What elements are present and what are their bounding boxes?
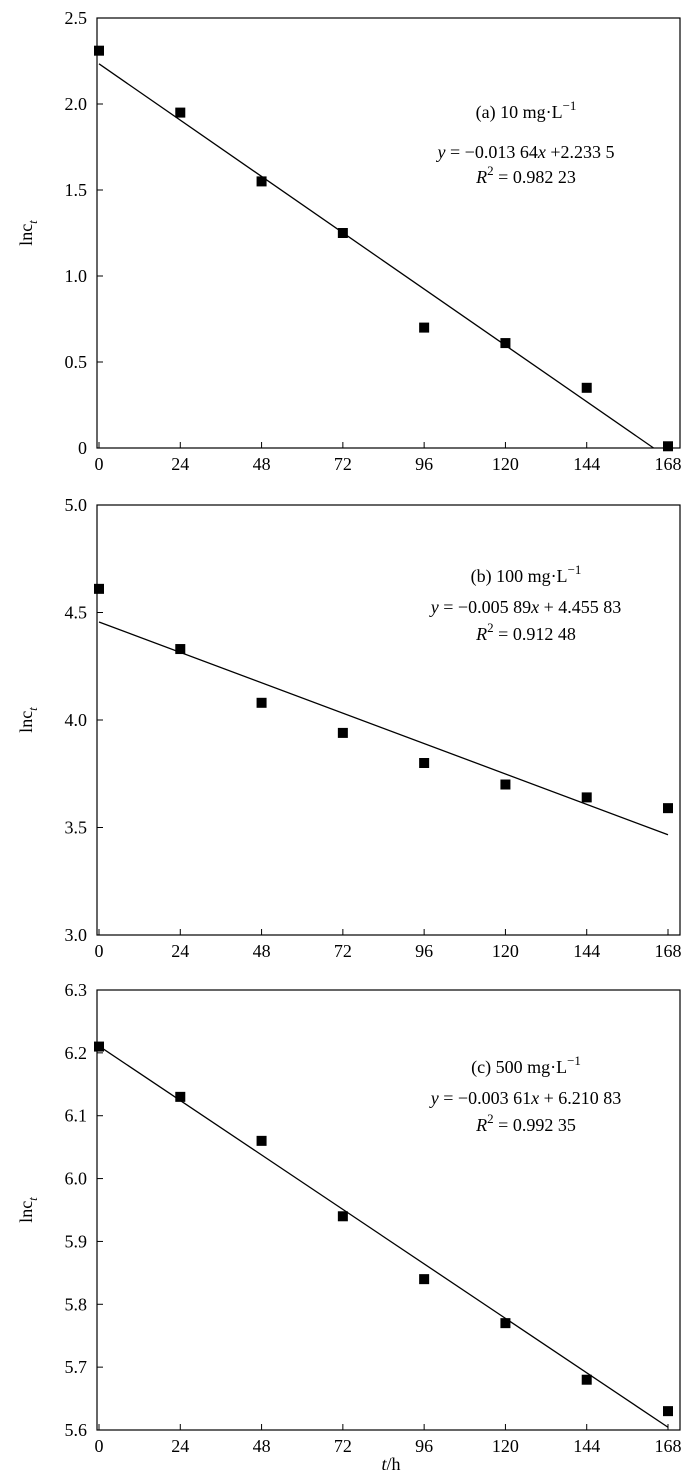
fit-line bbox=[98, 621, 669, 836]
panel-b-marks bbox=[94, 583, 673, 836]
y-tick-label: 6.2 bbox=[65, 1043, 88, 1063]
panel-c-y-axis-title: lnct bbox=[16, 1197, 40, 1223]
panel-c-x-ticks: 0 24 48 72 96 120 144 168 bbox=[95, 1424, 682, 1456]
panel-a-annotation-label: (a) 10 mg·L−1 bbox=[476, 98, 577, 123]
data-point bbox=[256, 176, 267, 187]
y-tick-label: 3.0 bbox=[65, 925, 88, 945]
x-tick-label: 72 bbox=[334, 454, 352, 474]
x-tick-label: 120 bbox=[492, 1436, 519, 1456]
x-tick-label: 24 bbox=[171, 1436, 189, 1456]
y-tick-label: 4.0 bbox=[65, 710, 88, 730]
panel-b-y-ticks: 3.0 3.5 4.0 4.5 5.0 bbox=[65, 495, 103, 945]
panel-b: 3.03.54.04.55.0 0 24 48 72 96 120 144 168 lnct … bbox=[16, 495, 682, 961]
panel-a-r-squared: R2 = 0.982 23 bbox=[475, 163, 576, 187]
x-tick-label: 0 bbox=[95, 1436, 104, 1456]
data-point bbox=[256, 697, 267, 708]
panel-a-y-axis-title: lnct bbox=[16, 220, 40, 246]
panel-b-annotation-label: (b) 100 mg·L−1 bbox=[471, 562, 582, 587]
x-tick-label: 168 bbox=[655, 941, 682, 961]
y-tick-label: 5.6 bbox=[65, 1420, 88, 1440]
panel-c-r-squared: R2 = 0.992 35 bbox=[475, 1111, 576, 1135]
y-tick-label: 5.9 bbox=[65, 1231, 88, 1251]
panel-b-x-ticks: 0 24 48 72 96 120 144 168 bbox=[95, 929, 682, 961]
data-point bbox=[175, 644, 186, 655]
data-point bbox=[94, 1041, 104, 1052]
y-tick-label: 6.1 bbox=[65, 1106, 88, 1126]
x-tick-label: 168 bbox=[655, 454, 682, 474]
data-point bbox=[175, 107, 186, 118]
x-tick-label: 96 bbox=[415, 454, 433, 474]
data-point bbox=[256, 1135, 267, 1146]
fit-line bbox=[98, 1045, 669, 1428]
x-tick-label: 96 bbox=[415, 941, 433, 961]
panel-a-equation: y = −0.013 64x +2.233 5 bbox=[436, 142, 615, 162]
y-tick-label: 5.0 bbox=[65, 495, 88, 515]
panel-a-x-ticks: 0 24 48 72 96 120 144 168 bbox=[95, 442, 682, 474]
data-point bbox=[419, 1274, 430, 1285]
panel-c: 5.6 5.7 5.8 5.9 6.0 6.1 6.2 6.3 0 24 48 72 96 120 144… bbox=[16, 980, 682, 1474]
panel-c-y-ticks: 5.6 5.7 5.8 5.9 6.0 6.1 6.2 6.3 bbox=[65, 980, 103, 1440]
x-tick-label: 48 bbox=[253, 454, 271, 474]
y-tick-label: 5.8 bbox=[65, 1294, 88, 1314]
x-tick-label: 48 bbox=[253, 1436, 271, 1456]
data-point bbox=[581, 382, 592, 393]
y-tick-label: 0 bbox=[78, 438, 87, 458]
data-point bbox=[663, 803, 673, 814]
y-tick-label: 1.0 bbox=[65, 266, 88, 286]
panel-c-x-axis-title: t/h bbox=[381, 1454, 400, 1474]
x-tick-label: 24 bbox=[171, 941, 189, 961]
x-tick-label: 168 bbox=[655, 1436, 682, 1456]
panel-c-annotation-label: (c) 500 mg·L−1 bbox=[471, 1053, 581, 1078]
fit-line bbox=[98, 63, 654, 449]
y-tick-label: 1.5 bbox=[65, 180, 88, 200]
panel-a-frame bbox=[96, 17, 681, 449]
x-tick-label: 24 bbox=[171, 454, 189, 474]
x-tick-label: 96 bbox=[415, 1436, 433, 1456]
data-point bbox=[419, 322, 430, 333]
panel-b-equation: y = −0.005 89x + 4.455 83 bbox=[429, 597, 621, 617]
y-tick-label: 6.3 bbox=[65, 980, 88, 1000]
data-point bbox=[94, 583, 104, 594]
data-point bbox=[663, 1406, 673, 1417]
panel-c-frame bbox=[96, 989, 681, 1431]
panel-b-r-squared: R2 = 0.912 48 bbox=[475, 620, 576, 644]
y-tick-label: 6.0 bbox=[65, 1169, 88, 1189]
panel-c-marks bbox=[94, 1041, 673, 1428]
data-point bbox=[337, 228, 348, 238]
data-point bbox=[94, 45, 104, 56]
y-tick-label: 3.5 bbox=[65, 818, 88, 838]
data-point bbox=[500, 1318, 511, 1329]
x-tick-label: 0 bbox=[95, 941, 104, 961]
x-tick-label: 72 bbox=[334, 1436, 352, 1456]
data-point bbox=[500, 338, 511, 349]
x-tick-label: 48 bbox=[253, 941, 271, 961]
panel-c-equation: y = −0.003 61x + 6.210 83 bbox=[429, 1088, 621, 1108]
y-tick-label: 2.0 bbox=[65, 94, 88, 114]
x-tick-label: 144 bbox=[573, 941, 600, 961]
data-point bbox=[500, 779, 511, 790]
data-point bbox=[581, 792, 592, 803]
x-tick-label: 120 bbox=[492, 454, 519, 474]
panel-a-marks bbox=[94, 45, 673, 452]
data-point bbox=[419, 758, 430, 768]
data-point bbox=[663, 441, 673, 452]
x-tick-label: 144 bbox=[573, 454, 600, 474]
panel-b-frame bbox=[96, 504, 681, 936]
x-tick-label: 72 bbox=[334, 941, 352, 961]
data-point bbox=[581, 1374, 592, 1385]
data-point bbox=[337, 1211, 348, 1222]
y-tick-label: 4.5 bbox=[65, 603, 88, 623]
y-tick-label: 0.5 bbox=[65, 352, 88, 372]
x-tick-label: 144 bbox=[573, 1436, 600, 1456]
panel-a-y-ticks: 0 0.5 1.0 1.5 2.0 2.5 bbox=[65, 8, 103, 458]
panel-b-y-axis-title: lnct bbox=[16, 707, 40, 733]
panel-a: 0 0.5 1.0 1.5 2.0 2.5 0 24 48 72 96 120 144 168 lnct… bbox=[16, 8, 682, 474]
y-tick-label: 5.7 bbox=[65, 1357, 88, 1377]
y-tick-label: 2.5 bbox=[65, 8, 88, 28]
data-point bbox=[337, 727, 348, 738]
data-point bbox=[175, 1091, 186, 1102]
x-tick-label: 0 bbox=[95, 454, 104, 474]
x-tick-label: 120 bbox=[492, 941, 519, 961]
